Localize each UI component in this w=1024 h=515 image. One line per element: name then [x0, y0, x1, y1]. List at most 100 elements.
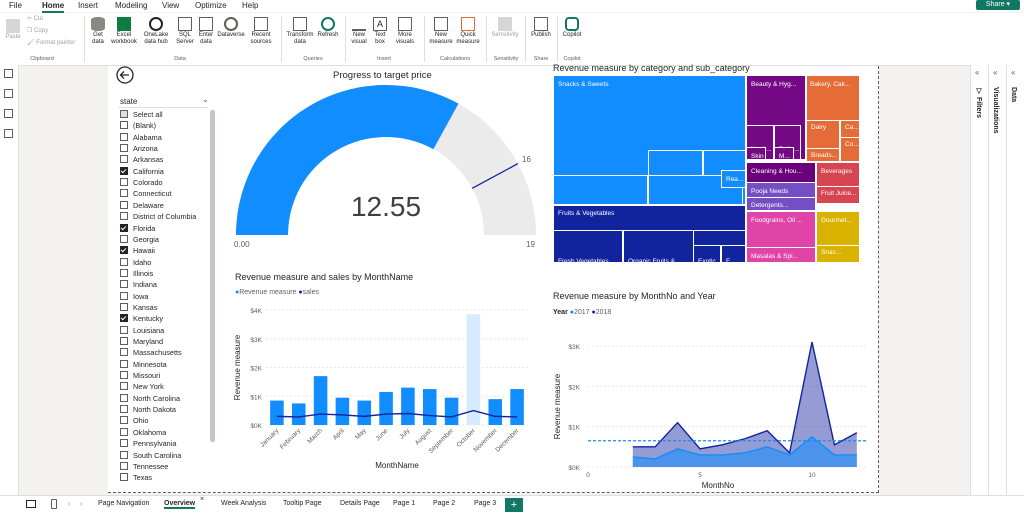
- mobile-layout-icon[interactable]: [51, 499, 57, 509]
- excel-button[interactable]: Excel workbook: [110, 17, 138, 46]
- slicer-option[interactable]: North Carolina: [120, 393, 180, 403]
- checkbox-icon[interactable]: [120, 121, 128, 130]
- slicer-option[interactable]: Indiana: [120, 280, 157, 289]
- checkbox-icon[interactable]: [120, 337, 128, 345]
- refresh-button[interactable]: Refresh: [316, 17, 340, 39]
- slicer-option[interactable]: District of Columbia: [120, 212, 196, 221]
- sensitivity-button[interactable]: Sensitivity: [490, 17, 520, 39]
- treemap-tile[interactable]: Skin ...: [746, 147, 766, 160]
- dataverse-button[interactable]: Dataverse: [216, 17, 246, 39]
- slicer-option[interactable]: Alabama: [120, 132, 162, 142]
- slicer-option[interactable]: Kentucky: [120, 314, 163, 323]
- checkbox-icon[interactable]: [120, 439, 128, 448]
- quick-measure-button[interactable]: Quick measure: [455, 17, 481, 46]
- publish-button[interactable]: Publish: [529, 17, 553, 39]
- slicer-option[interactable]: Ohio: [120, 416, 148, 425]
- model-view-icon[interactable]: [4, 109, 13, 118]
- slicer-scrollbar[interactable]: [210, 110, 215, 442]
- checkbox-icon[interactable]: [120, 427, 128, 436]
- slicer-option[interactable]: Illinois: [120, 268, 153, 278]
- treemap-tile[interactable]: M...: [774, 147, 794, 160]
- slicer-option[interactable]: Maryland: [120, 337, 163, 346]
- tab-overview[interactable]: Overview: [164, 500, 196, 509]
- treemap-tile[interactable]: Breads...: [806, 148, 840, 162]
- checkbox-icon[interactable]: [120, 223, 128, 232]
- paste-button[interactable]: Paste: [3, 19, 23, 41]
- close-icon[interactable]: ×: [200, 496, 205, 503]
- checkbox-icon[interactable]: [120, 416, 128, 425]
- tab-page-navigation[interactable]: Page Navigation: [98, 500, 150, 507]
- slicer-option[interactable]: Missouri: [120, 371, 160, 380]
- format-painter-button[interactable]: 🖌 Format painter: [27, 40, 75, 47]
- recent-sources-button[interactable]: Recent sources: [247, 17, 275, 46]
- checkbox-icon[interactable]: [120, 280, 128, 289]
- data-pane[interactable]: « Data: [1006, 65, 1024, 495]
- checkbox-icon[interactable]: [120, 166, 128, 175]
- checkbox-icon[interactable]: [120, 200, 128, 209]
- treemap-tile[interactable]: Rea...: [721, 170, 746, 188]
- slicer-option[interactable]: Florida: [120, 223, 155, 233]
- copy-button[interactable]: ❐ Copy: [27, 28, 48, 35]
- checkbox-icon[interactable]: [120, 234, 128, 243]
- menu-insert[interactable]: Insert: [78, 1, 99, 10]
- checkbox-icon[interactable]: [120, 348, 128, 357]
- tab-page-3[interactable]: Page 3: [474, 500, 497, 507]
- menu-view[interactable]: View: [162, 1, 180, 10]
- menu-optimize[interactable]: Optimize: [195, 1, 227, 10]
- slicer-option[interactable]: Tennessee: [120, 461, 168, 471]
- slicer-option[interactable]: Minnesota: [120, 359, 167, 369]
- slicer-option[interactable]: Iowa: [120, 291, 148, 301]
- slicer-option[interactable]: New York: [120, 382, 164, 391]
- checkbox-icon[interactable]: [120, 212, 128, 221]
- slicer-option[interactable]: Louisiana: [120, 325, 164, 335]
- slicer-option[interactable]: Idaho: [120, 257, 151, 267]
- treemap-tile[interactable]: Snac...: [816, 245, 860, 263]
- checkbox-icon[interactable]: [120, 461, 128, 470]
- treemap-tile[interactable]: Fruit Juice...: [816, 186, 860, 204]
- slicer-option[interactable]: California: [120, 166, 164, 176]
- desktop-layout-icon[interactable]: [26, 500, 36, 508]
- onelake-button[interactable]: OneLake data hub: [141, 17, 171, 46]
- checkbox-icon[interactable]: [120, 110, 128, 118]
- menu-modeling[interactable]: Modeling: [115, 1, 148, 10]
- checkbox-icon[interactable]: [120, 291, 128, 300]
- checkbox-icon[interactable]: [120, 382, 128, 391]
- checkbox-icon[interactable]: [120, 405, 128, 414]
- get-data-button[interactable]: Get data: [88, 17, 108, 46]
- chevron-left-icon[interactable]: «: [1011, 68, 1016, 77]
- transform-data-button[interactable]: Transform data: [285, 17, 315, 46]
- checkbox-icon[interactable]: [120, 155, 128, 164]
- gauge-chart[interactable]: 12.55 0.00 19 16: [228, 80, 548, 255]
- slicer-option[interactable]: Arkansas: [120, 155, 163, 164]
- slicer-option[interactable]: North Dakota: [120, 405, 176, 414]
- checkbox-icon[interactable]: [120, 189, 128, 198]
- tab-details-page[interactable]: Details Page: [340, 500, 380, 507]
- slicer-option[interactable]: Select all: [120, 110, 163, 119]
- chevron-left-icon[interactable]: ‹: [68, 499, 71, 508]
- more-visuals-button[interactable]: More visuals: [391, 17, 419, 46]
- menu-home[interactable]: Home: [42, 0, 65, 13]
- chevron-right-icon[interactable]: ›: [80, 499, 83, 508]
- checkbox-icon[interactable]: [120, 132, 128, 141]
- cut-button[interactable]: ✂ Cut: [27, 16, 43, 23]
- checkbox-icon[interactable]: [120, 246, 128, 255]
- treemap-tile[interactable]: Fresh Vegetables: [553, 230, 623, 263]
- area-chart[interactable]: $0K $1K $2K $3K 0 5 10 MonthNo Revenue measure: [548, 318, 873, 490]
- treemap-tile[interactable]: Masalas & Spi...: [746, 247, 816, 263]
- chevron-left-icon[interactable]: «: [975, 68, 980, 77]
- tab-tooltip-page[interactable]: Tooltip Page: [283, 500, 322, 507]
- slicer-option[interactable]: Colorado: [120, 178, 163, 187]
- chevron-down-icon[interactable]: ⌄: [202, 95, 209, 104]
- menu-file[interactable]: File: [9, 1, 22, 10]
- menu-help[interactable]: Help: [242, 1, 259, 10]
- tab-week-analysis[interactable]: Week Analysis: [221, 500, 267, 507]
- slicer-option[interactable]: Oklahoma: [120, 427, 166, 437]
- slicer-option[interactable]: Arizona: [120, 144, 158, 153]
- checkbox-icon[interactable]: [120, 371, 128, 380]
- checkbox-icon[interactable]: [120, 178, 128, 187]
- slicer-option[interactable]: Massachusetts: [120, 348, 182, 357]
- treemap-tile[interactable]: Detergents...: [746, 197, 816, 211]
- chevron-left-icon[interactable]: «: [993, 68, 998, 77]
- back-arrow-icon[interactable]: [116, 66, 134, 84]
